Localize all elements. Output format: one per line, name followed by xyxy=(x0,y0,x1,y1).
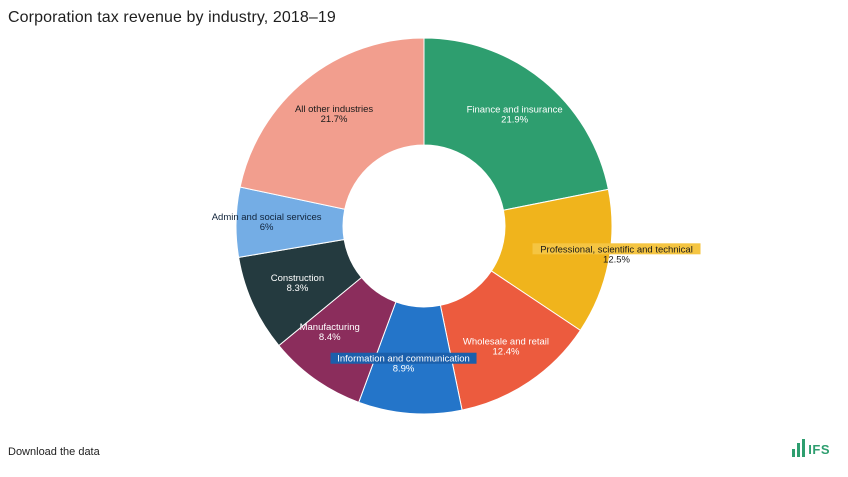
ifs-logo: IFS xyxy=(792,437,830,457)
download-data-link[interactable]: Download the data xyxy=(8,446,100,458)
value-label-information-and-communication: 8.9% xyxy=(393,364,415,375)
label-professional-scientific-and-technical: Professional, scientific and technical xyxy=(540,244,693,255)
label-wholesale-and-retail: Wholesale and retail xyxy=(463,337,549,348)
label-finance-and-insurance: Finance and insurance xyxy=(467,105,563,116)
slice-all-other-industries[interactable] xyxy=(239,37,425,210)
label-admin-and-social-services: Admin and social services xyxy=(212,212,322,223)
logo-text: IFS xyxy=(808,442,830,457)
slices-group xyxy=(235,37,613,415)
value-label-professional-scientific-and-technical: 12.5% xyxy=(603,254,630,265)
label-information-and-communication: Information and communication xyxy=(337,354,470,365)
value-label-construction: 8.3% xyxy=(287,283,309,294)
label-highlight-professional-scientific-and-technical xyxy=(532,243,701,255)
value-label-admin-and-social-services: 6% xyxy=(260,222,274,233)
label-all-other-industries: All other industries xyxy=(295,104,373,115)
label-manufacturing: Manufacturing xyxy=(300,322,360,333)
label-highlight-information-and-communication xyxy=(330,352,477,364)
value-label-finance-and-insurance: 21.9% xyxy=(501,115,528,126)
logo-bars-icon xyxy=(792,439,806,457)
slice-finance-and-insurance[interactable] xyxy=(423,37,609,211)
value-label-manufacturing: 8.4% xyxy=(319,332,341,343)
value-label-all-other-industries: 21.7% xyxy=(321,114,348,125)
label-construction: Construction xyxy=(271,273,324,284)
value-label-wholesale-and-retail: 12.4% xyxy=(493,347,520,358)
chart-title: Corporation tax revenue by industry, 201… xyxy=(8,9,336,26)
